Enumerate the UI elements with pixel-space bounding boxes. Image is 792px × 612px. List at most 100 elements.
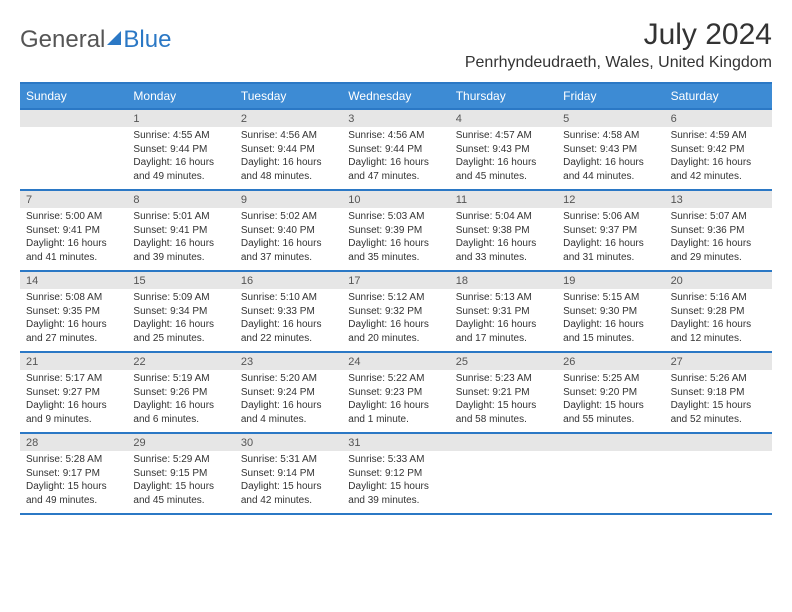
day-number-cell: 11 <box>450 191 557 208</box>
day-info-cell: Sunrise: 5:19 AMSunset: 9:26 PMDaylight:… <box>127 370 234 432</box>
daylight-text: Daylight: 16 hours and 15 minutes. <box>563 318 658 345</box>
day-info-cell: Sunrise: 5:25 AMSunset: 9:20 PMDaylight:… <box>557 370 664 432</box>
week-daynum-row: 14151617181920 <box>20 270 772 289</box>
day-number-cell: 3 <box>342 110 449 127</box>
sunrise-text: Sunrise: 5:12 AM <box>348 291 443 305</box>
daylight-text: Daylight: 16 hours and 29 minutes. <box>671 237 766 264</box>
day-number-cell: 8 <box>127 191 234 208</box>
sunset-text: Sunset: 9:44 PM <box>133 143 228 157</box>
daylight-text: Daylight: 16 hours and 37 minutes. <box>241 237 336 264</box>
day-info-cell: Sunrise: 5:01 AMSunset: 9:41 PMDaylight:… <box>127 208 234 270</box>
day-number-cell: 7 <box>20 191 127 208</box>
day-number-cell: 28 <box>20 434 127 451</box>
day-info-cell: Sunrise: 4:58 AMSunset: 9:43 PMDaylight:… <box>557 127 664 189</box>
sunrise-text: Sunrise: 5:31 AM <box>241 453 336 467</box>
sunrise-text: Sunrise: 5:28 AM <box>26 453 121 467</box>
daylight-text: Daylight: 15 hours and 45 minutes. <box>133 480 228 507</box>
day-number-cell: 29 <box>127 434 234 451</box>
sunrise-text: Sunrise: 5:16 AM <box>671 291 766 305</box>
sunset-text: Sunset: 9:33 PM <box>241 305 336 319</box>
day-number-cell: 2 <box>235 110 342 127</box>
day-header-cell: Monday <box>127 84 234 108</box>
sunrise-text: Sunrise: 4:55 AM <box>133 129 228 143</box>
sunset-text: Sunset: 9:20 PM <box>563 386 658 400</box>
sunrise-text: Sunrise: 5:00 AM <box>26 210 121 224</box>
sunset-text: Sunset: 9:42 PM <box>671 143 766 157</box>
day-info-cell: Sunrise: 5:12 AMSunset: 9:32 PMDaylight:… <box>342 289 449 351</box>
day-number-cell: 10 <box>342 191 449 208</box>
day-number-cell: 13 <box>665 191 772 208</box>
week-daynum-row: 78910111213 <box>20 189 772 208</box>
day-header-cell: Sunday <box>20 84 127 108</box>
day-number-cell <box>665 434 772 451</box>
daylight-text: Daylight: 15 hours and 55 minutes. <box>563 399 658 426</box>
sunrise-text: Sunrise: 5:01 AM <box>133 210 228 224</box>
week-info-row: Sunrise: 4:55 AMSunset: 9:44 PM Daylight:… <box>20 127 772 189</box>
day-number-cell <box>20 110 127 127</box>
sunset-text: Sunset: 9:12 PM <box>348 467 443 481</box>
sunrise-text: Sunrise: 4:58 AM <box>563 129 658 143</box>
day-info-cell: Sunrise: 5:02 AMSunset: 9:40 PMDaylight:… <box>235 208 342 270</box>
sunset-text: Sunset: 9:14 PM <box>241 467 336 481</box>
day-number-cell: 27 <box>665 353 772 370</box>
day-info-cell: Sunrise: 4:59 AMSunset: 9:42 PMDaylight:… <box>665 127 772 189</box>
sunset-text: Sunset: 9:26 PM <box>133 386 228 400</box>
sunrise-text: Sunrise: 5:07 AM <box>671 210 766 224</box>
sunrise-text: Sunrise: 5:03 AM <box>348 210 443 224</box>
day-number-cell: 26 <box>557 353 664 370</box>
day-info-cell: Sunrise: 5:07 AMSunset: 9:36 PMDaylight:… <box>665 208 772 270</box>
sunrise-text: Sunrise: 5:20 AM <box>241 372 336 386</box>
day-number-cell: 23 <box>235 353 342 370</box>
daylight-text: Daylight: 16 hours and 9 minutes. <box>26 399 121 426</box>
sunrise-text: Sunrise: 5:13 AM <box>456 291 551 305</box>
daylight-text: Daylight: 15 hours and 42 minutes. <box>241 480 336 507</box>
sunset-text: Sunset: 9:15 PM <box>133 467 228 481</box>
sunrise-text: Sunrise: 5:15 AM <box>563 291 658 305</box>
daylight-text: Daylight: 16 hours and 45 minutes. <box>456 156 551 183</box>
daylight-text: Daylight: 15 hours and 39 minutes. <box>348 480 443 507</box>
title-block: July 2024 Penrhyndeudraeth, Wales, Unite… <box>465 18 772 72</box>
sunset-text: Sunset: 9:43 PM <box>563 143 658 157</box>
daylight-text: Daylight: 16 hours and 4 minutes. <box>241 399 336 426</box>
day-header-cell: Thursday <box>450 84 557 108</box>
month-title: July 2024 <box>465 18 772 52</box>
daylight-text: Daylight: 16 hours and 31 minutes. <box>563 237 658 264</box>
day-number-cell: 19 <box>557 272 664 289</box>
week-info-row: Sunrise: 5:08 AMSunset: 9:35 PMDaylight:… <box>20 289 772 351</box>
day-info-cell: Sunrise: 5:15 AMSunset: 9:30 PMDaylight:… <box>557 289 664 351</box>
day-info-cell: Sunrise: 5:29 AMSunset: 9:15 PMDaylight:… <box>127 451 234 513</box>
sunrise-text: Sunrise: 5:33 AM <box>348 453 443 467</box>
daylight-text: Daylight: 16 hours and 44 minutes. <box>563 156 658 183</box>
sunrise-text: Sunrise: 5:08 AM <box>26 291 121 305</box>
sunrise-text: Sunrise: 5:04 AM <box>456 210 551 224</box>
sunrise-text: Sunrise: 5:23 AM <box>456 372 551 386</box>
day-number-cell: 9 <box>235 191 342 208</box>
day-info-cell: Sunrise: 5:08 AMSunset: 9:35 PMDaylight:… <box>20 289 127 351</box>
day-number-cell: 18 <box>450 272 557 289</box>
sunrise-text: Sunrise: 5:06 AM <box>563 210 658 224</box>
daylight-text: Daylight: 16 hours and 33 minutes. <box>456 237 551 264</box>
header: General Blue July 2024 Penrhyndeudraeth,… <box>20 18 772 72</box>
day-info-cell <box>20 127 127 189</box>
sunrise-text: Sunrise: 4:57 AM <box>456 129 551 143</box>
day-header-cell: Friday <box>557 84 664 108</box>
day-number-cell: 16 <box>235 272 342 289</box>
sunset-text: Sunset: 9:23 PM <box>348 386 443 400</box>
day-number-cell: 30 <box>235 434 342 451</box>
day-number-cell: 31 <box>342 434 449 451</box>
sunrise-text: Sunrise: 5:02 AM <box>241 210 336 224</box>
week-daynum-row: 28293031 <box>20 432 772 451</box>
day-number-cell: 12 <box>557 191 664 208</box>
day-info-cell: Sunrise: 5:28 AMSunset: 9:17 PMDaylight:… <box>20 451 127 513</box>
sunset-text: Sunset: 9:30 PM <box>563 305 658 319</box>
daylight-text: Daylight: 16 hours and 17 minutes. <box>456 318 551 345</box>
day-number-cell: 15 <box>127 272 234 289</box>
day-number-cell <box>557 434 664 451</box>
calendar: SundayMondayTuesdayWednesdayThursdayFrid… <box>20 82 772 515</box>
week-info-row: Sunrise: 5:00 AMSunset: 9:41 PMDaylight:… <box>20 208 772 270</box>
daylight-text: Daylight: 16 hours and 42 minutes. <box>671 156 766 183</box>
day-info-cell: Sunrise: 5:06 AMSunset: 9:37 PMDaylight:… <box>557 208 664 270</box>
day-number-cell: 21 <box>20 353 127 370</box>
sunrise-text: Sunrise: 4:56 AM <box>348 129 443 143</box>
daylight-text: Daylight: 16 hours and 47 minutes. <box>348 156 443 183</box>
